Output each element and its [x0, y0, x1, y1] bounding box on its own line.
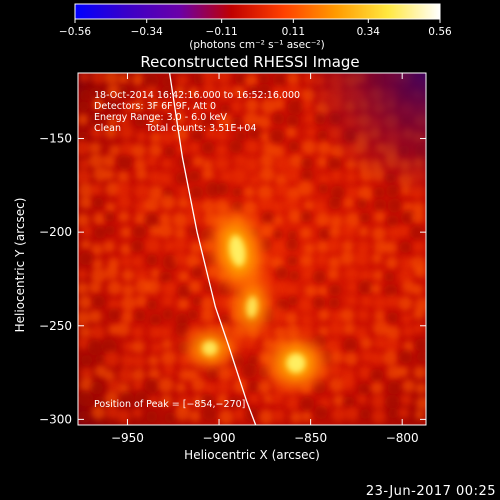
colorbar-tick-label: −0.11: [206, 26, 238, 38]
annotation-counts: Total counts: 3.51E+04: [145, 123, 256, 134]
annotations: 18-Oct-2014 16:42:16.000 to 16:52:16.000…: [94, 90, 300, 410]
y-tick-label: −150: [39, 132, 72, 146]
y-axis-ticks: −300 −250 −200 −150: [39, 132, 426, 426]
annotation-method: Clean: [94, 123, 121, 134]
annotation-time: 18-Oct-2014 16:42:16.000 to 16:52:16.000: [94, 90, 300, 101]
y-tick-label: −200: [39, 225, 72, 239]
x-tick-label: −900: [203, 431, 236, 445]
source-core: [246, 296, 258, 318]
source-core: [202, 341, 218, 356]
colorbar-strip: [74, 3, 441, 20]
y-tick-label: −250: [39, 319, 72, 333]
sources: [183, 209, 329, 389]
x-tick-label: −800: [386, 431, 419, 445]
annotation-detectors: Detectors: 3F 6F 9F, Att 0: [94, 101, 216, 112]
colorbar: −0.56 −0.34 −0.11 0.11 0.34 0.56 (photons cm⁻…: [59, 3, 452, 51]
x-tick-label: −950: [111, 431, 144, 445]
colorbar-label: (photons cm⁻² s⁻¹ asec⁻²): [189, 39, 324, 51]
plot-frame: [77, 72, 427, 426]
chart-title: Reconstructed RHESSI Image: [140, 53, 359, 71]
footer-date: 23-Jun-2017 00:25: [365, 484, 496, 499]
y-axis-label: Heliocentric Y (arcsec): [13, 198, 27, 333]
source-core: [286, 353, 306, 373]
colorbar-tick-label: 0.11: [282, 26, 305, 38]
colorbar-tick-label: 0.34: [357, 26, 381, 38]
x-axis-label: Heliocentric X (arcsec): [184, 448, 320, 462]
x-tick-label: −850: [294, 431, 327, 445]
colorbar-tick-label: −0.34: [131, 26, 163, 38]
solar-limb: [168, 73, 257, 425]
y-tick-label: −300: [39, 412, 72, 426]
colorbar-tick-label: 0.56: [428, 26, 452, 38]
x-axis-ticks: −950 −900 −850 −800: [111, 73, 419, 445]
annotation-energy: Energy Range: 3.0 - 6.0 keV: [94, 112, 227, 123]
colorbar-tick-label: −0.56: [59, 26, 91, 38]
image-area: [78, 73, 426, 425]
annotation-peak-position: Position of Peak = [−854,−270]: [94, 399, 245, 410]
colorbar-ticks: −0.56 −0.34 −0.11 0.11 0.34 0.56: [59, 19, 452, 38]
source-core: [229, 235, 246, 267]
